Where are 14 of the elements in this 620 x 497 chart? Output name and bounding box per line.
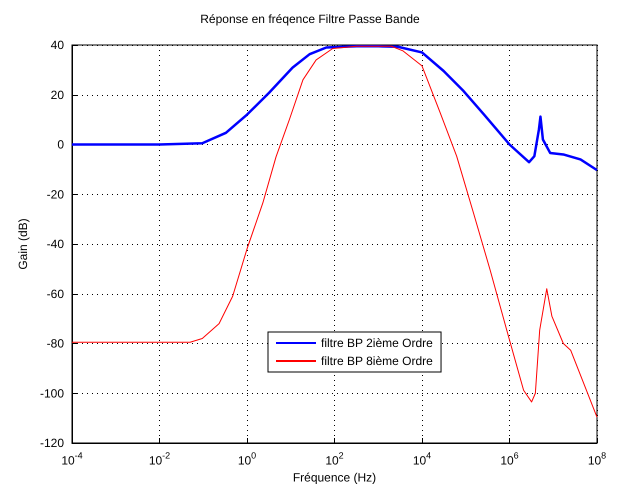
y-tick-label: 20 (50, 88, 64, 102)
y-tick-label: -20 (46, 187, 64, 202)
chart-title: Réponse en fréqence Filtre Passe Bande (200, 12, 420, 26)
legend-label: filtre BP 2ième Ordre (321, 336, 434, 350)
y-tick-label: -120 (40, 436, 64, 450)
y-axis-title: Gain (dB) (16, 218, 30, 270)
y-tick-label: 40 (50, 38, 64, 52)
y-tick-label: -80 (46, 336, 64, 350)
legend-label: filtre BP 8ième Ordre (321, 354, 434, 368)
y-tick-label: 0 (57, 138, 64, 152)
y-tick-label: -100 (40, 386, 64, 400)
x-axis-title: Fréquence (Hz) (292, 470, 376, 484)
y-tick-label: -40 (46, 237, 64, 251)
y-tick-label: -60 (46, 286, 64, 301)
